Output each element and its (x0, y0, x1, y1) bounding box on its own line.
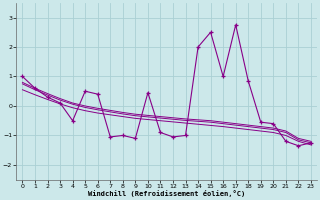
X-axis label: Windchill (Refroidissement éolien,°C): Windchill (Refroidissement éolien,°C) (88, 190, 245, 197)
